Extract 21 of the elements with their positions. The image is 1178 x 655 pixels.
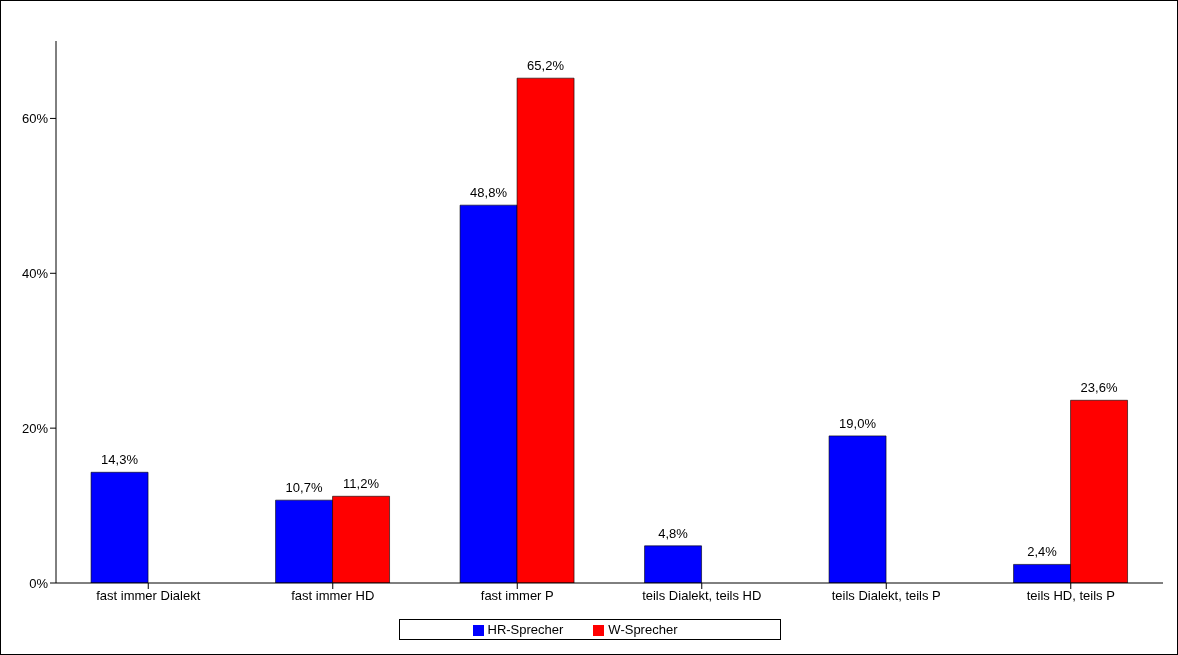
x-tick-label: teils Dialekt, teils HD (642, 588, 762, 604)
data-label: 19,0% (839, 415, 877, 431)
data-label: 23,6% (1080, 380, 1118, 396)
y-tick-label: 0% (29, 575, 49, 591)
x-tick-label: fast immer Dialekt (96, 588, 201, 604)
data-label: 14,3% (101, 452, 139, 468)
data-label: 11,2% (343, 476, 380, 492)
x-tick-label: teils Dialekt, teils P (831, 588, 941, 604)
x-tick-label: fast immer P (480, 588, 554, 604)
y-tick-label: 60% (21, 111, 49, 127)
x-tick-label: fast immer HD (291, 588, 375, 604)
data-label: 10,7% (285, 480, 323, 496)
y-tick-label: 40% (21, 265, 49, 281)
data-label: 4,8% (658, 525, 689, 541)
data-label: 65,2% (527, 58, 565, 74)
data-label: 48,8% (470, 185, 508, 201)
legend-label: W-Sprecher (608, 622, 678, 637)
data-label: 2,4% (1027, 544, 1058, 560)
x-tick-label: teils HD, teils P (1026, 588, 1115, 604)
y-tick-label: 20% (21, 420, 49, 436)
legend-label: HR-Sprecher (487, 622, 564, 637)
